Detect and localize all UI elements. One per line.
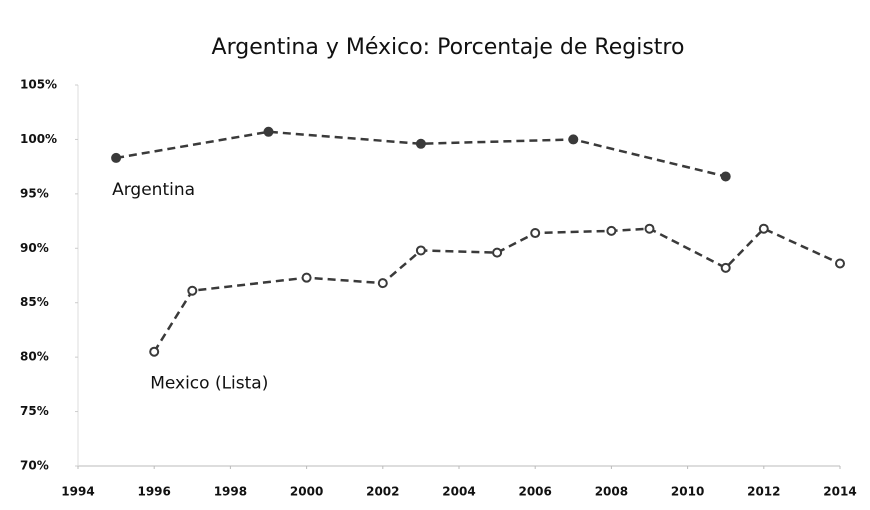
point [492, 247, 503, 258]
x-tick-label: 2010 [671, 485, 704, 499]
point [149, 346, 160, 357]
point [758, 223, 769, 234]
series-label: Argentina [112, 180, 195, 200]
x-tick-label: 2008 [595, 485, 628, 499]
y-tick-label: 105% [20, 78, 57, 92]
x-tick-label: 2006 [518, 485, 551, 499]
point [568, 134, 579, 145]
y-tick-label: 100% [20, 132, 57, 146]
y-tick-label: 85% [20, 295, 49, 309]
point [606, 225, 617, 236]
x-tick-label: 1994 [61, 485, 94, 499]
point [111, 152, 122, 163]
y-tick-label: 90% [20, 241, 49, 255]
x-tick-label: 1996 [137, 485, 170, 499]
chart-title: Argentina y México: Porcentaje de Regist… [212, 35, 685, 60]
x-tick-label: 1998 [214, 485, 247, 499]
point [415, 245, 426, 256]
point [530, 228, 541, 239]
series-line [153, 227, 841, 353]
y-tick-label: 70% [20, 459, 49, 473]
y-tick-label: 95% [20, 186, 49, 200]
x-tick-label: 2000 [290, 485, 323, 499]
x-tick-label: 2012 [747, 485, 780, 499]
point [720, 171, 731, 182]
point [720, 262, 731, 273]
y-tick-label: 75% [20, 404, 49, 418]
point [263, 126, 274, 137]
x-tick-label: 2002 [366, 485, 399, 499]
x-tick-label: 2014 [823, 485, 856, 499]
point [644, 223, 655, 234]
point [301, 272, 312, 283]
y-tick-label: 80% [20, 350, 49, 364]
point [377, 278, 388, 289]
point [415, 138, 426, 149]
point [187, 285, 198, 296]
point [835, 258, 845, 269]
series-label: Mexico (Lista) [150, 374, 268, 394]
series-line [115, 130, 726, 178]
x-tick-label: 2004 [442, 485, 475, 499]
